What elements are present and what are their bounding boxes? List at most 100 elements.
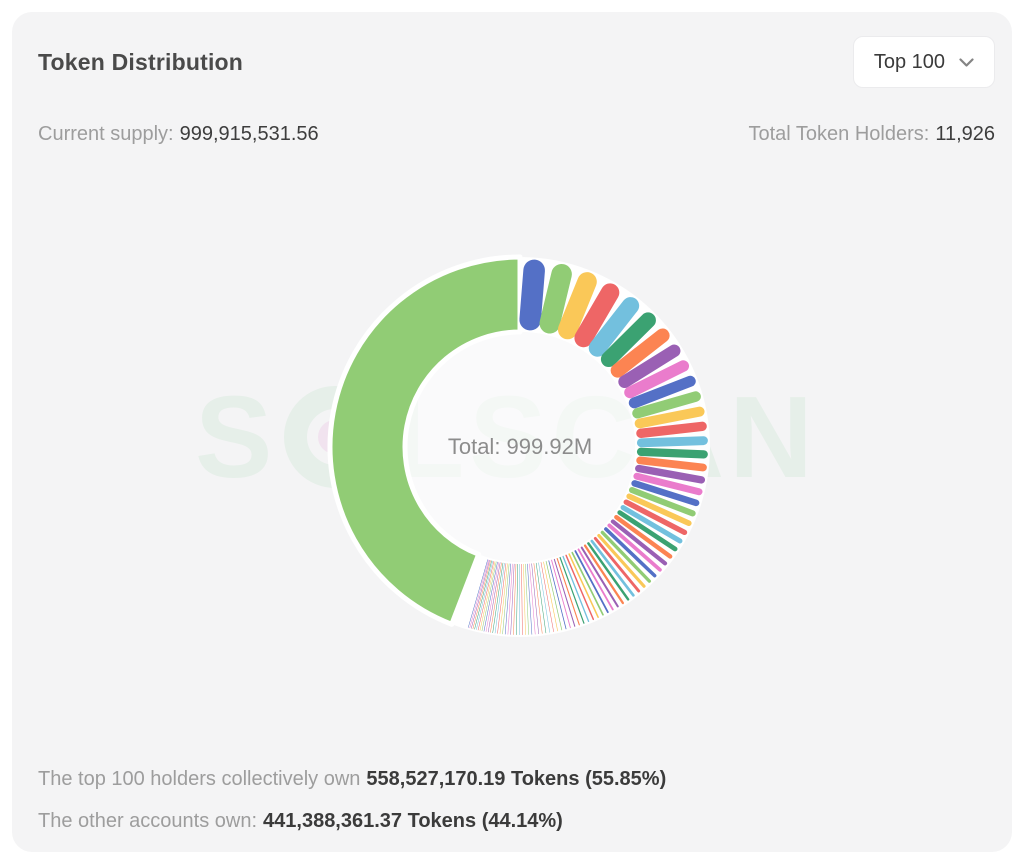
slice-holder-41[interactable] [562, 555, 590, 622]
dropdown-selected-value: Top 100 [873, 50, 945, 73]
slice-holder-72[interactable] [485, 562, 500, 632]
slice-holder-62[interactable] [510, 563, 515, 635]
slice-holder-13[interactable] [636, 421, 707, 438]
slice-holder-7[interactable] [610, 328, 670, 378]
top100-summary-label: The top 100 holders collectively own [38, 768, 361, 790]
slice-holder-1[interactable] [519, 259, 545, 331]
slice-holder-8[interactable] [618, 344, 681, 389]
slice-holder-15[interactable] [636, 447, 708, 459]
slice-holder-9[interactable] [624, 360, 690, 399]
slice-holder-81[interactable] [469, 559, 489, 629]
slice-holder-75[interactable] [479, 561, 496, 631]
slice-holder-67[interactable] [497, 563, 507, 634]
current-supply: Current supply: 999,915,531.56 [38, 123, 319, 146]
slice-holder-21[interactable] [626, 493, 692, 527]
slice-holder-47[interactable] [545, 561, 563, 631]
slice-holder-63[interactable] [507, 563, 513, 635]
slice-holder-53[interactable] [531, 563, 539, 635]
slice-holder-43[interactable] [556, 557, 580, 626]
slice-holder-40[interactable] [565, 554, 595, 621]
slice-holder-28[interactable] [604, 527, 657, 578]
slice-holder-20[interactable] [628, 487, 696, 517]
slice-holder-14[interactable] [636, 436, 708, 448]
slice-holder-32[interactable] [590, 539, 635, 597]
slice-holder-49[interactable] [540, 562, 554, 632]
slice-holder-73[interactable] [483, 561, 498, 632]
slice-holder-52[interactable] [533, 563, 543, 634]
slice-holder-22[interactable] [623, 499, 688, 536]
slice-others[interactable] [327, 254, 523, 627]
slice-holder-82[interactable] [468, 559, 488, 628]
slice-holder-48[interactable] [543, 561, 558, 632]
current-supply-value: 999,915,531.56 [179, 123, 319, 145]
slice-holder-78[interactable] [474, 560, 492, 630]
slice-holder-16[interactable] [636, 456, 707, 472]
slice-holder-51[interactable] [535, 562, 547, 634]
others-summary-label: The other accounts own: [38, 810, 258, 832]
slice-holder-61[interactable] [513, 563, 517, 635]
slice-holder-26[interactable] [610, 519, 668, 566]
slice-holder-74[interactable] [481, 561, 497, 632]
slice-holder-11[interactable] [632, 391, 701, 419]
token-distribution-donut-chart[interactable] [300, 227, 740, 667]
slice-holder-4[interactable] [574, 283, 620, 348]
slice-holder-55[interactable] [527, 563, 533, 635]
slice-holder-23[interactable] [620, 505, 683, 544]
watermark-text-left: S [195, 372, 278, 502]
top100-summary-line: The top 100 holders collectively own 558,… [38, 758, 666, 800]
slice-holder-70[interactable] [490, 562, 502, 633]
slice-holder-34[interactable] [583, 544, 625, 605]
slice-holder-64[interactable] [504, 563, 512, 635]
slice-holder-65[interactable] [502, 563, 510, 635]
slice-holder-58[interactable] [521, 563, 523, 635]
slice-holder-27[interactable] [607, 523, 662, 572]
slice-holder-77[interactable] [476, 560, 493, 630]
page-title: Token Distribution [38, 49, 244, 75]
donut-hole [405, 332, 635, 562]
slice-holder-44[interactable] [553, 558, 576, 627]
slice-holder-19[interactable] [631, 480, 700, 507]
slice-holder-17[interactable] [635, 464, 706, 484]
slice-holder-45[interactable] [551, 559, 571, 629]
slice-holder-29[interactable] [600, 530, 652, 583]
slice-holder-10[interactable] [628, 375, 696, 409]
slice-holder-60[interactable] [516, 563, 518, 635]
slice-holder-18[interactable] [633, 472, 703, 496]
slice-holder-30[interactable] [597, 533, 646, 588]
slice-holder-25[interactable] [614, 515, 673, 559]
slice-holder-36[interactable] [577, 548, 614, 611]
slice-holder-69[interactable] [492, 562, 504, 634]
total-holders-label: Total Token Holders: [748, 123, 930, 145]
slice-holder-71[interactable] [487, 562, 501, 633]
slice-holder-66[interactable] [499, 563, 508, 634]
supply-holders-row: Current supply: 999,915,531.56 Total Toke… [38, 123, 995, 146]
slice-holder-56[interactable] [525, 563, 529, 635]
slice-holder-68[interactable] [494, 562, 505, 634]
slice-holder-79[interactable] [472, 560, 491, 629]
slice-holder-46[interactable] [548, 560, 567, 630]
top100-summary-value: 558,527,170.19 Tokens (55.85%) [366, 768, 667, 790]
slice-holder-38[interactable] [571, 551, 604, 616]
chart-total-label: Total: 999.92M [447, 434, 593, 459]
slice-holder-3[interactable] [557, 272, 597, 340]
top-100-dropdown[interactable]: Top 100 [852, 36, 995, 88]
slice-holder-57[interactable] [523, 563, 526, 635]
slice-holder-5[interactable] [588, 297, 640, 357]
slice-holder-35[interactable] [580, 546, 619, 608]
slice-holder-80[interactable] [471, 559, 490, 629]
slice-holder-37[interactable] [574, 550, 609, 614]
slice-holder-39[interactable] [568, 553, 599, 618]
others-summary-value: 441,388,361.37 Tokens (44.14%) [263, 810, 563, 832]
slice-holder-12[interactable] [634, 406, 705, 429]
total-holders-value: 11,926 [935, 123, 995, 145]
slice-holder-24[interactable] [617, 510, 678, 552]
chevron-down-icon [959, 57, 974, 67]
slice-holder-2[interactable] [539, 263, 572, 334]
slice-holder-33[interactable] [587, 542, 630, 601]
slice-holder-76[interactable] [477, 561, 495, 631]
slice-holder-42[interactable] [559, 556, 585, 624]
slice-holder-6[interactable] [600, 312, 656, 368]
slice-holder-31[interactable] [593, 536, 641, 593]
slice-holder-50[interactable] [538, 562, 550, 633]
slice-holder-54[interactable] [529, 563, 536, 635]
